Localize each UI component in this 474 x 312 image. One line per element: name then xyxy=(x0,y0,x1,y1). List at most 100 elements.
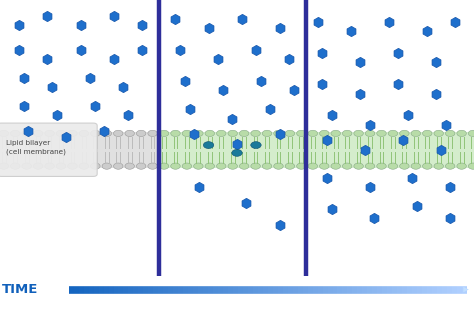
Point xyxy=(53,113,61,118)
Circle shape xyxy=(285,163,295,169)
Point xyxy=(44,57,51,62)
Circle shape xyxy=(113,130,123,137)
Circle shape xyxy=(182,163,191,169)
Circle shape xyxy=(56,163,66,169)
Circle shape xyxy=(377,163,386,169)
Circle shape xyxy=(457,163,466,169)
Circle shape xyxy=(365,130,375,137)
Point xyxy=(276,132,283,137)
Point xyxy=(191,132,198,137)
Circle shape xyxy=(422,163,432,169)
Point xyxy=(186,107,193,112)
Point xyxy=(119,85,127,90)
Circle shape xyxy=(45,130,55,137)
Point xyxy=(437,147,445,152)
Circle shape xyxy=(22,163,31,169)
Circle shape xyxy=(10,163,20,169)
Point xyxy=(361,147,369,152)
Circle shape xyxy=(342,163,352,169)
Circle shape xyxy=(411,163,420,169)
Point xyxy=(91,104,99,109)
Point xyxy=(86,76,94,80)
Circle shape xyxy=(297,163,306,169)
Circle shape xyxy=(354,163,364,169)
Point xyxy=(432,91,440,96)
Circle shape xyxy=(308,130,318,137)
Point xyxy=(44,13,51,18)
Point xyxy=(77,22,84,27)
Bar xyxy=(159,132,474,168)
Point xyxy=(138,22,146,27)
Circle shape xyxy=(331,163,340,169)
Circle shape xyxy=(388,130,398,137)
Circle shape xyxy=(239,130,249,137)
Point xyxy=(366,185,374,190)
Point xyxy=(328,207,336,212)
Point xyxy=(356,60,364,65)
Point xyxy=(285,57,293,62)
Circle shape xyxy=(68,163,77,169)
Circle shape xyxy=(232,149,242,156)
Point xyxy=(214,57,222,62)
Circle shape xyxy=(217,163,226,169)
Point xyxy=(25,129,32,134)
Circle shape xyxy=(422,130,432,137)
Circle shape xyxy=(468,163,474,169)
Circle shape xyxy=(33,163,43,169)
Point xyxy=(15,22,23,27)
Point xyxy=(371,216,378,221)
Point xyxy=(233,141,241,146)
Point xyxy=(409,175,416,180)
Point xyxy=(195,185,203,190)
Point xyxy=(366,122,374,127)
Point xyxy=(328,113,336,118)
Point xyxy=(172,16,179,21)
Point xyxy=(323,138,331,143)
Point xyxy=(447,185,454,190)
Circle shape xyxy=(468,130,474,137)
Circle shape xyxy=(285,130,295,137)
Circle shape xyxy=(91,130,100,137)
Circle shape xyxy=(33,130,43,137)
Point xyxy=(413,203,421,208)
Circle shape xyxy=(400,130,409,137)
Point xyxy=(124,113,132,118)
Circle shape xyxy=(262,130,272,137)
Point xyxy=(447,216,454,221)
Point xyxy=(319,51,326,56)
Circle shape xyxy=(411,130,420,137)
Circle shape xyxy=(251,142,261,149)
Circle shape xyxy=(148,130,157,137)
Circle shape xyxy=(10,130,20,137)
Circle shape xyxy=(125,163,135,169)
Point xyxy=(100,129,108,134)
Circle shape xyxy=(446,130,455,137)
Point xyxy=(176,47,184,52)
Circle shape xyxy=(308,163,318,169)
Text: Lipid bilayer
(cell membrane): Lipid bilayer (cell membrane) xyxy=(6,140,65,154)
Circle shape xyxy=(297,130,306,137)
Circle shape xyxy=(91,163,100,169)
Circle shape xyxy=(388,163,398,169)
Circle shape xyxy=(171,163,180,169)
Point xyxy=(314,19,321,24)
Point xyxy=(110,13,118,18)
Circle shape xyxy=(331,130,340,137)
Point xyxy=(77,47,84,52)
Circle shape xyxy=(113,163,123,169)
Circle shape xyxy=(354,130,364,137)
Circle shape xyxy=(400,163,409,169)
Point xyxy=(266,107,274,112)
Text: TIME: TIME xyxy=(2,283,39,296)
Point xyxy=(205,26,212,31)
Point xyxy=(290,88,298,93)
Circle shape xyxy=(434,163,444,169)
Circle shape xyxy=(228,130,237,137)
Bar xyxy=(0,132,159,168)
Circle shape xyxy=(159,130,169,137)
Point xyxy=(20,76,27,80)
Point xyxy=(276,26,283,31)
Point xyxy=(404,113,411,118)
Point xyxy=(394,51,402,56)
Circle shape xyxy=(262,163,272,169)
